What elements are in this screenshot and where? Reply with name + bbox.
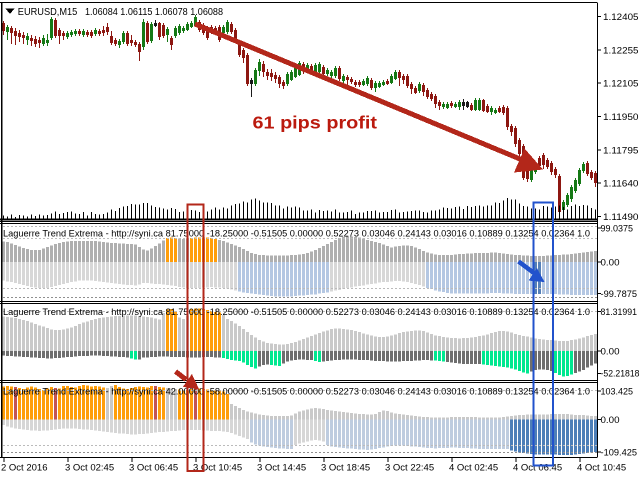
svg-text:3 Oct 22:45: 3 Oct 22:45 (385, 463, 434, 474)
svg-text:1.11950: 1.11950 (603, 112, 639, 123)
svg-text:81.31991: 81.31991 (601, 307, 638, 318)
svg-text:3 Oct 18:45: 3 Oct 18:45 (321, 463, 370, 474)
svg-text:3 Oct 06:45: 3 Oct 06:45 (129, 463, 178, 474)
svg-text:1.12405: 1.12405 (603, 12, 639, 23)
svg-text:1.12105: 1.12105 (603, 79, 639, 90)
svg-text:3 Oct 14:45: 3 Oct 14:45 (257, 463, 306, 474)
svg-text:0.00: 0.00 (601, 258, 620, 269)
svg-text:4 Oct 02:45: 4 Oct 02:45 (449, 463, 498, 474)
svg-text:4 Oct 06:45: 4 Oct 06:45 (513, 463, 562, 474)
svg-text:103.425: 103.425 (601, 386, 634, 397)
svg-text:-109.425: -109.425 (601, 447, 638, 458)
svg-text:Laguerre Trend Extrema - http:: Laguerre Trend Extrema - http://syni.ca … (3, 229, 590, 240)
svg-text:3 Oct 02:45: 3 Oct 02:45 (65, 463, 114, 474)
svg-text:EURUSD,M15: EURUSD,M15 (18, 6, 78, 18)
svg-text:0.00: 0.00 (601, 415, 620, 426)
svg-text:1.11490: 1.11490 (603, 212, 639, 223)
svg-text:-99.7875: -99.7875 (601, 289, 638, 300)
svg-text:Laguerre Trend Extrema - http:: Laguerre Trend Extrema - http://syni.ca … (3, 387, 590, 398)
svg-text:1.12255: 1.12255 (603, 45, 639, 56)
svg-text:Laguerre Trend Extrema - http:: Laguerre Trend Extrema - http://syni.ca … (3, 307, 590, 318)
svg-text:1.11640: 1.11640 (603, 179, 639, 190)
svg-text:61 pips profit: 61 pips profit (253, 113, 378, 133)
svg-text:1.06084 1.06115 1.06078 1.0608: 1.06084 1.06115 1.06078 1.06088 (85, 7, 223, 18)
svg-text:3 Oct 10:45: 3 Oct 10:45 (193, 463, 242, 474)
svg-text:1.11795: 1.11795 (603, 145, 639, 156)
svg-text:4 Oct 10:45: 4 Oct 10:45 (577, 463, 626, 474)
svg-text:2 Oct 2016: 2 Oct 2016 (1, 463, 47, 474)
svg-text:99.0375: 99.0375 (601, 223, 634, 234)
svg-text:0.00: 0.00 (601, 347, 620, 358)
svg-text:-52.21818: -52.21818 (601, 369, 640, 380)
